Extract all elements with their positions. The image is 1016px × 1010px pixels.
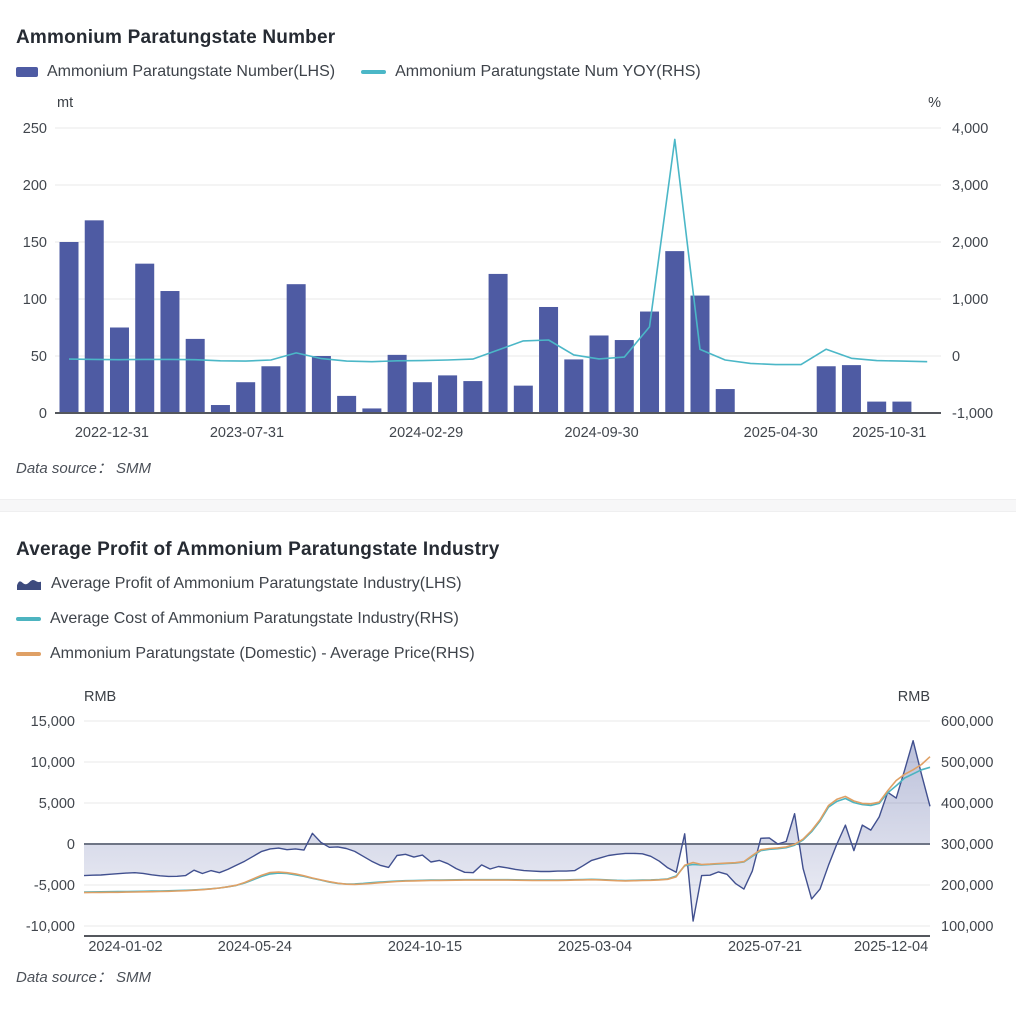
svg-text:2024-05-24: 2024-05-24 bbox=[218, 939, 292, 955]
svg-text:500,000: 500,000 bbox=[941, 755, 993, 771]
svg-text:RMB: RMB bbox=[84, 689, 116, 705]
svg-text:2025-07-21: 2025-07-21 bbox=[728, 939, 802, 955]
svg-text:-1,000: -1,000 bbox=[952, 406, 993, 422]
legend-item-avg-cost[interactable]: Average Cost of Ammonium Paratungstate I… bbox=[16, 610, 475, 628]
svg-text:10,000: 10,000 bbox=[31, 755, 75, 771]
svg-text:2025-12-04: 2025-12-04 bbox=[854, 939, 928, 955]
panel-divider bbox=[0, 499, 1016, 512]
svg-text:100,000: 100,000 bbox=[941, 919, 993, 935]
svg-text:5,000: 5,000 bbox=[39, 796, 75, 812]
chart2-cost-line bbox=[83, 766, 931, 893]
legend-label: Average Cost of Ammonium Paratungstate I… bbox=[50, 610, 459, 627]
svg-text:150: 150 bbox=[23, 235, 47, 251]
svg-text:2024-02-29: 2024-02-29 bbox=[389, 425, 463, 441]
legend-item-apt-number[interactable]: Ammonium Paratungstate Number(LHS) bbox=[16, 63, 335, 81]
legend-item-apt-yoy[interactable]: Ammonium Paratungstate Num YOY(RHS) bbox=[361, 63, 701, 81]
chart2-left-axis-labels: 15,000 10,000 5,000 0 -5,000 -10,000 RMB bbox=[26, 689, 116, 935]
svg-text:200: 200 bbox=[23, 178, 47, 194]
chart1-left-axis-labels: 250 200 150 100 50 0 mt bbox=[23, 95, 73, 422]
chart2-title: Average Profit of Ammonium Paratungstate… bbox=[16, 539, 500, 560]
chart1-legend: Ammonium Paratungstate Number(LHS) Ammon… bbox=[16, 62, 701, 82]
svg-text:15,000: 15,000 bbox=[31, 714, 75, 730]
chart1-yoy-line bbox=[68, 138, 928, 366]
legend-label: Ammonium Paratungstate Number(LHS) bbox=[47, 63, 336, 80]
svg-text:mt: mt bbox=[57, 95, 73, 111]
data-source-2: Data source： SMM bbox=[16, 969, 152, 986]
svg-text:%: % bbox=[928, 95, 941, 111]
svg-text:200,000: 200,000 bbox=[941, 878, 993, 894]
legend-label: Ammonium Paratungstate (Domestic) - Aver… bbox=[50, 645, 475, 662]
chart1-title: Ammonium Paratungstate Number bbox=[16, 27, 336, 48]
apt-number-chart: 250 200 150 100 50 0 mt 4,000 3,000 2,000 1,000 0 -1… bbox=[23, 95, 993, 441]
svg-text:0: 0 bbox=[952, 349, 960, 365]
chart2-profit-line bbox=[83, 740, 931, 922]
legend-label: Average Profit of Ammonium Paratungstate… bbox=[51, 575, 462, 592]
svg-text:300,000: 300,000 bbox=[941, 837, 993, 853]
line-series-swatch bbox=[16, 617, 41, 621]
svg-text:-10,000: -10,000 bbox=[26, 919, 75, 935]
chart1-x-axis-labels: 2022-12-31 2023-07-31 2024-02-29 2024-09-30… bbox=[75, 425, 927, 441]
svg-text:250: 250 bbox=[23, 121, 47, 137]
line-series-swatch bbox=[16, 652, 41, 656]
chart1-bars bbox=[59, 220, 912, 413]
chart2-gridlines bbox=[84, 720, 930, 927]
legend-item-avg-profit[interactable]: Average Profit of Ammonium Paratungstate… bbox=[16, 575, 475, 593]
svg-text:100: 100 bbox=[23, 292, 47, 308]
legend-item-avg-price[interactable]: Ammonium Paratungstate (Domestic) - Aver… bbox=[16, 645, 475, 663]
svg-text:-5,000: -5,000 bbox=[34, 878, 75, 894]
svg-text:2024-09-30: 2024-09-30 bbox=[564, 425, 638, 441]
bar-series-swatch bbox=[16, 67, 38, 77]
svg-text:RMB: RMB bbox=[898, 689, 930, 705]
svg-text:0: 0 bbox=[39, 406, 47, 422]
svg-text:3,000: 3,000 bbox=[952, 178, 988, 194]
apt-profit-chart: 15,00010,0005,0000-5,000-10,000RMB600,00… bbox=[26, 689, 994, 955]
chart2-right-axis-labels: 600,000 500,000 400,000 300,000 200,000 100,0… bbox=[898, 689, 994, 935]
svg-text:4,000: 4,000 bbox=[952, 121, 988, 137]
svg-text:2,000: 2,000 bbox=[952, 235, 988, 251]
svg-text:2022-12-31: 2022-12-31 bbox=[75, 425, 149, 441]
svg-text:0: 0 bbox=[67, 837, 75, 853]
chart2-profit-area bbox=[84, 740, 930, 922]
area-series-swatch bbox=[16, 577, 42, 592]
data-source-1: Data source： SMM bbox=[16, 460, 152, 477]
svg-text:400,000: 400,000 bbox=[941, 796, 993, 812]
svg-text:50: 50 bbox=[31, 349, 47, 365]
svg-text:2024-01-02: 2024-01-02 bbox=[88, 939, 162, 955]
legend-label: Ammonium Paratungstate Num YOY(RHS) bbox=[395, 63, 701, 80]
svg-text:1,000: 1,000 bbox=[952, 292, 988, 308]
svg-text:2025-03-04: 2025-03-04 bbox=[558, 939, 632, 955]
chart1-right-axis-labels: 4,000 3,000 2,000 1,000 0 -1,000% bbox=[928, 95, 993, 422]
chart2-price-line bbox=[83, 756, 931, 894]
svg-text:2025-10-31: 2025-10-31 bbox=[852, 425, 926, 441]
svg-text:600,000: 600,000 bbox=[941, 714, 993, 730]
line-series-swatch bbox=[361, 70, 387, 74]
svg-text:2023-07-31: 2023-07-31 bbox=[210, 425, 284, 441]
svg-text:2025-04-30: 2025-04-30 bbox=[744, 425, 818, 441]
chart2-x-axis-labels: 2024-01-02 2024-05-24 2024-10-15 2025-03-04… bbox=[88, 939, 928, 955]
chart2-legend: Average Profit of Ammonium Paratungstate… bbox=[16, 575, 475, 663]
svg-text:2024-10-15: 2024-10-15 bbox=[388, 939, 462, 955]
